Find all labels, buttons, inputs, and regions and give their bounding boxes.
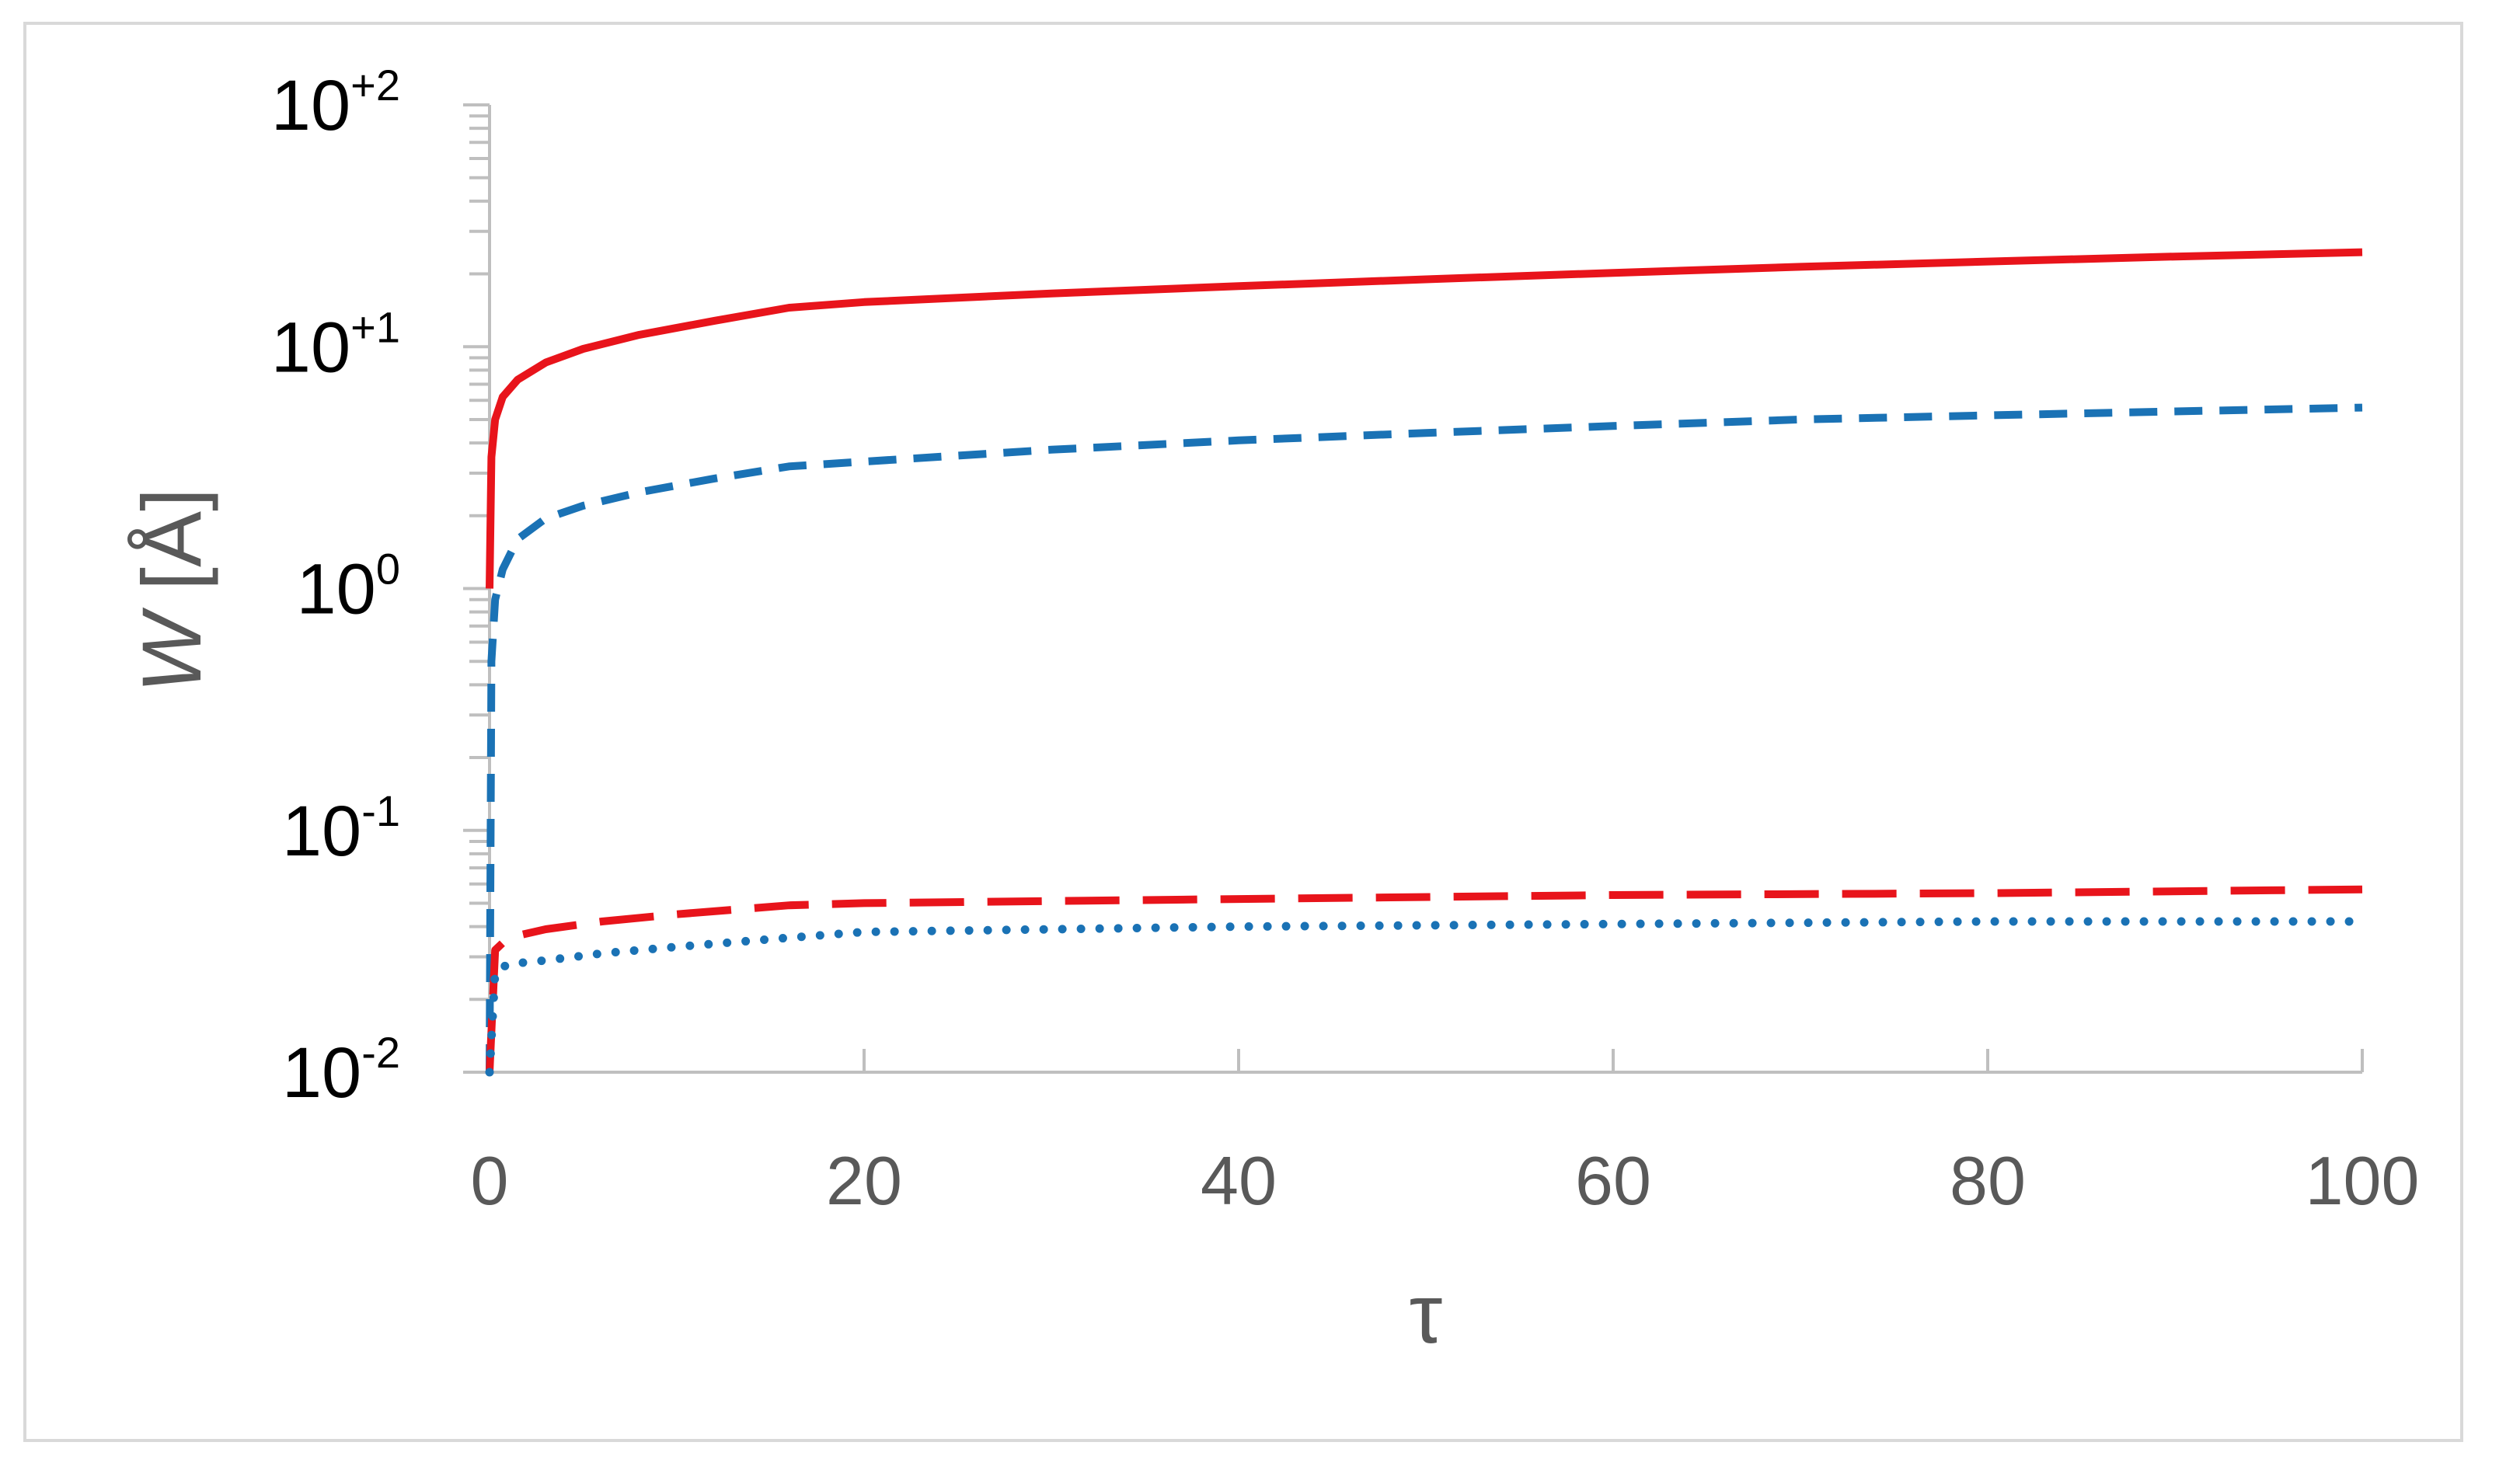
series-line-1 [486, 248, 2363, 589]
y-axis-title: W [Å] [124, 488, 218, 693]
y-tick-label: 10-2 [282, 1028, 400, 1113]
labels: 0 20 40 60 80 100 10+2 10+1 100 10-1 10-2 τ W [Å] [124, 61, 2419, 1360]
x-axis-title: τ [1410, 1266, 1443, 1360]
y-tick-label: 10+2 [271, 61, 400, 145]
x-tick-label: 100 [2306, 1142, 2420, 1219]
x-tick-label: 80 [1950, 1142, 2026, 1219]
series-layer [485, 248, 2367, 1077]
series-line-4 [485, 917, 2367, 1077]
y-tick-label: 10+1 [271, 302, 400, 387]
x-tick-label: 0 [471, 1142, 509, 1219]
series-line-2 [486, 403, 2363, 1073]
x-tick-label: 20 [826, 1142, 902, 1219]
y-tick-label: 100 [297, 545, 401, 629]
x-tick-label: 60 [1575, 1142, 1651, 1219]
x-tick-label: 40 [1201, 1142, 1277, 1219]
axes [463, 103, 2364, 1074]
series-line-3 [486, 885, 2363, 1073]
y-tick-label: 10-1 [282, 786, 400, 871]
